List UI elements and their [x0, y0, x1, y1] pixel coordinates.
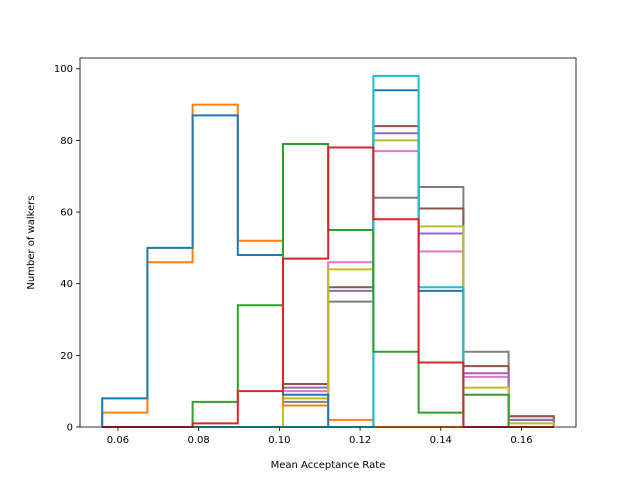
y-tick-label: 20: [60, 351, 73, 362]
x-axis-label: Mean Acceptance Rate: [271, 460, 386, 471]
x-tick-label: 0.06: [107, 435, 129, 446]
x-tick-label: 0.12: [349, 435, 371, 446]
histogram-series-6: [101, 89, 554, 428]
x-tick-label: 0.10: [268, 435, 290, 446]
x-tick-label: 0.16: [510, 435, 532, 446]
x-tick-label: 0.14: [430, 435, 452, 446]
y-tick-label: 80: [60, 136, 73, 147]
x-tick-label: 0.08: [188, 435, 210, 446]
y-tick-label: 0: [67, 423, 73, 434]
x-axis-ticks: 0.06 0.08 0.10 0.12 0.14 0.16: [107, 427, 533, 446]
y-axis-ticks: 0 20 40 60 80 100: [54, 64, 80, 434]
histogram-series-9: [102, 146, 554, 428]
y-tick-label: 100: [54, 64, 73, 75]
plot-frame: [79, 57, 577, 428]
y-tick-label: 40: [60, 279, 73, 290]
y-axis-label: Number of walkers: [26, 195, 37, 289]
y-tick-label: 60: [60, 208, 73, 219]
